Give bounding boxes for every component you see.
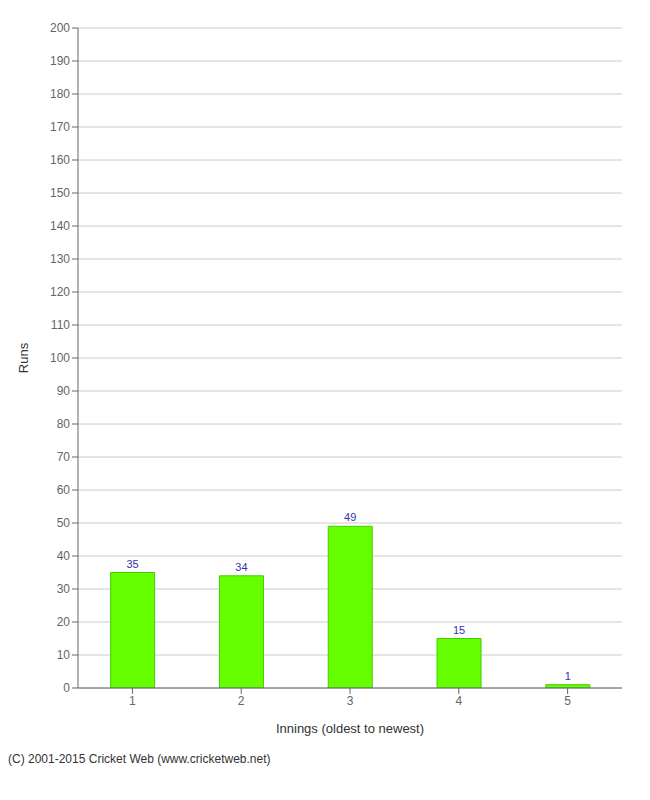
html-text:(C) 2001-2015 Cricket Web (www: (C) 2001-2015 Cricket Web (www.cricketwe…	[8, 752, 271, 766]
svg-text:35: 35	[127, 558, 139, 570]
svg-text:200: 200	[50, 21, 70, 35]
svg-text:70: 70	[57, 450, 71, 464]
svg-text:170: 170	[50, 120, 70, 134]
svg-text:4: 4	[455, 694, 462, 708]
svg-text:34: 34	[235, 561, 247, 573]
svg-text:2: 2	[238, 694, 245, 708]
svg-text:5: 5	[564, 694, 571, 708]
svg-text:90: 90	[57, 384, 71, 398]
svg-text:20: 20	[57, 615, 71, 629]
svg-text:190: 190	[50, 54, 70, 68]
svg-text:100: 100	[50, 351, 70, 365]
svg-text:Runs: Runs	[16, 342, 31, 373]
svg-text:120: 120	[50, 285, 70, 299]
svg-text:60: 60	[57, 483, 71, 497]
svg-text:150: 150	[50, 186, 70, 200]
svg-text:40: 40	[57, 549, 71, 563]
svg-text:30: 30	[57, 582, 71, 596]
svg-text:140: 140	[50, 219, 70, 233]
svg-text:0: 0	[63, 681, 70, 695]
svg-text:15: 15	[453, 624, 465, 636]
svg-text:3: 3	[347, 694, 354, 708]
svg-text:130: 130	[50, 252, 70, 266]
svg-text:49: 49	[344, 511, 356, 523]
svg-text:110: 110	[51, 318, 70, 332]
svg-text:10: 10	[57, 648, 71, 662]
svg-text:1: 1	[565, 670, 571, 682]
svg-text:1: 1	[129, 694, 136, 708]
svg-text:80: 80	[57, 417, 71, 431]
svg-text:Innings (oldest to newest): Innings (oldest to newest)	[276, 721, 424, 736]
svg-text:180: 180	[50, 87, 70, 101]
svg-text:160: 160	[50, 153, 70, 167]
svg-text:50: 50	[57, 516, 71, 530]
